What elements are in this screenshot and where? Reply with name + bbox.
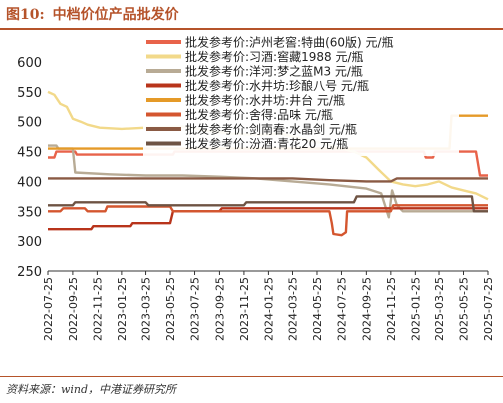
source-note: 资料来源：wind，中港证券研究所 bbox=[6, 383, 177, 396]
x-tick-label: 2023-11-25 bbox=[238, 277, 251, 341]
y-tick-label: 600 bbox=[17, 56, 42, 71]
series-line-6 bbox=[48, 204, 488, 237]
x-tick-label: 2023-01-25 bbox=[116, 277, 129, 341]
figure-number: 图10: bbox=[6, 7, 45, 23]
source-divider bbox=[0, 376, 503, 377]
figure-title: 图10: 中档价位产品批发价 bbox=[6, 4, 179, 24]
y-tick-label: 450 bbox=[17, 146, 42, 161]
x-tick-label: 2024-11-25 bbox=[385, 277, 398, 341]
legend-entry: 批发参考价:水井坊:珍酿八号 元/瓶 bbox=[185, 78, 369, 93]
legend-entry: 批发参考价:水井坊:井台 元/瓶 bbox=[185, 93, 345, 108]
legend-entry: 批发参考价:剑南春:水晶剑 元/瓶 bbox=[185, 122, 357, 137]
x-tick-label: 2023-09-25 bbox=[213, 277, 226, 341]
x-tick-label: 2023-03-25 bbox=[140, 277, 153, 341]
x-tick-label: 2024-05-25 bbox=[311, 277, 324, 341]
y-tick-label: 500 bbox=[17, 116, 42, 131]
x-tick-label: 2024-09-25 bbox=[360, 277, 373, 341]
legend-entry: 批发参考价:习酒:窖藏1988 元/瓶 bbox=[185, 49, 363, 64]
x-tick-label: 2024-07-25 bbox=[335, 277, 348, 341]
legend-entry: 批发参考价:舍得:品味 元/瓶 bbox=[185, 107, 333, 122]
series-line-7 bbox=[48, 177, 488, 183]
legend-entry: 批发参考价:洋河:梦之蓝M3 元/瓶 bbox=[185, 64, 363, 79]
x-tick-label: 2023-05-25 bbox=[164, 277, 177, 341]
x-tick-label: 2024-03-25 bbox=[286, 277, 299, 341]
y-tick-label: 300 bbox=[17, 235, 42, 250]
legend-box bbox=[143, 34, 459, 156]
x-tick-label: 2025-07-25 bbox=[482, 277, 495, 341]
x-tick-label: 2024-01-25 bbox=[262, 277, 275, 341]
x-tick-label: 2025-05-25 bbox=[458, 277, 471, 341]
x-tick-label: 2025-03-25 bbox=[433, 277, 446, 341]
legend-entry: 批发参考价:泸州老窖:特曲(60版) 元/瓶 bbox=[185, 35, 394, 50]
x-tick-label: 2022-09-25 bbox=[67, 277, 80, 341]
axes: 250 300 350 400 450 500 550 600 2022-07-25 2022-0… bbox=[17, 56, 495, 341]
x-tick-label: 2022-07-25 bbox=[42, 277, 55, 341]
y-tick-label: 400 bbox=[17, 175, 42, 190]
y-tick-label: 350 bbox=[17, 205, 42, 220]
legend-entry: 批发参考价:汾酒:青花20 元/瓶 bbox=[185, 136, 348, 151]
series-line-4 bbox=[48, 207, 488, 231]
price-line-chart: 250 300 350 400 450 500 550 600 2022-07-25 2022-0… bbox=[17, 34, 495, 341]
title-bar: 图10: 中档价位产品批发价 bbox=[0, 0, 503, 30]
y-tick-label: 250 bbox=[17, 265, 42, 280]
series-line-8 bbox=[48, 195, 488, 213]
series-line-3 bbox=[48, 144, 488, 219]
x-tick-label: 2022-11-25 bbox=[91, 277, 104, 341]
x-tick-label: 2023-07-25 bbox=[189, 277, 202, 341]
x-tick-label: 2025-01-25 bbox=[409, 277, 422, 341]
y-tick-label: 550 bbox=[17, 86, 42, 101]
figure-title-text: 中档价位产品批发价 bbox=[52, 7, 179, 23]
